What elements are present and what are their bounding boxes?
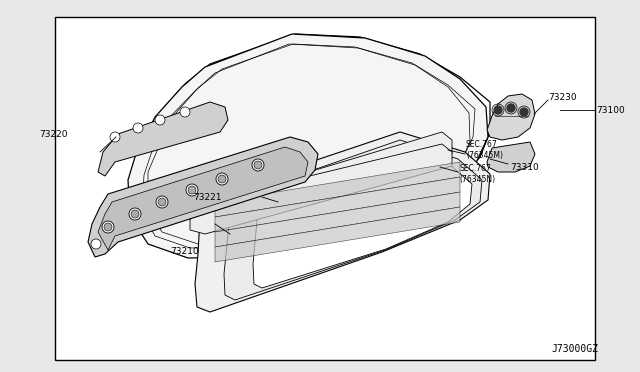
Text: SEC.767
(76345M): SEC.767 (76345M) xyxy=(466,140,503,160)
Circle shape xyxy=(156,196,168,208)
Circle shape xyxy=(133,123,143,133)
Circle shape xyxy=(216,173,228,185)
Circle shape xyxy=(129,208,141,220)
Polygon shape xyxy=(88,137,318,257)
Polygon shape xyxy=(487,94,535,140)
Text: 73210: 73210 xyxy=(171,247,199,257)
Text: 73221: 73221 xyxy=(193,192,222,202)
Circle shape xyxy=(110,132,120,142)
Polygon shape xyxy=(130,34,490,254)
Circle shape xyxy=(180,107,190,117)
Circle shape xyxy=(131,210,139,218)
Circle shape xyxy=(158,198,166,206)
Circle shape xyxy=(186,184,198,196)
Text: SEC.767
(76345N): SEC.767 (76345N) xyxy=(459,164,495,184)
Text: 73100: 73100 xyxy=(596,106,625,115)
Bar xyxy=(55,17,595,360)
Circle shape xyxy=(155,115,165,125)
Text: 73230: 73230 xyxy=(548,93,577,102)
Polygon shape xyxy=(215,177,460,232)
Polygon shape xyxy=(215,207,460,262)
Circle shape xyxy=(104,223,112,231)
Polygon shape xyxy=(98,147,308,250)
Circle shape xyxy=(102,221,114,233)
Polygon shape xyxy=(128,34,488,258)
Polygon shape xyxy=(215,162,460,217)
Text: 73310: 73310 xyxy=(510,163,539,171)
Polygon shape xyxy=(190,144,452,234)
Polygon shape xyxy=(224,140,482,300)
Text: 73220: 73220 xyxy=(40,129,68,138)
Circle shape xyxy=(188,186,196,194)
Circle shape xyxy=(494,106,502,114)
Polygon shape xyxy=(487,142,535,172)
Circle shape xyxy=(218,175,226,183)
Polygon shape xyxy=(215,192,460,247)
Polygon shape xyxy=(268,132,452,210)
Circle shape xyxy=(252,159,264,171)
Circle shape xyxy=(520,108,528,116)
Circle shape xyxy=(91,239,101,249)
Polygon shape xyxy=(253,147,472,288)
Circle shape xyxy=(254,161,262,169)
Polygon shape xyxy=(98,102,228,176)
Circle shape xyxy=(507,104,515,112)
Text: J73000GZ: J73000GZ xyxy=(551,344,598,354)
Polygon shape xyxy=(195,132,490,312)
